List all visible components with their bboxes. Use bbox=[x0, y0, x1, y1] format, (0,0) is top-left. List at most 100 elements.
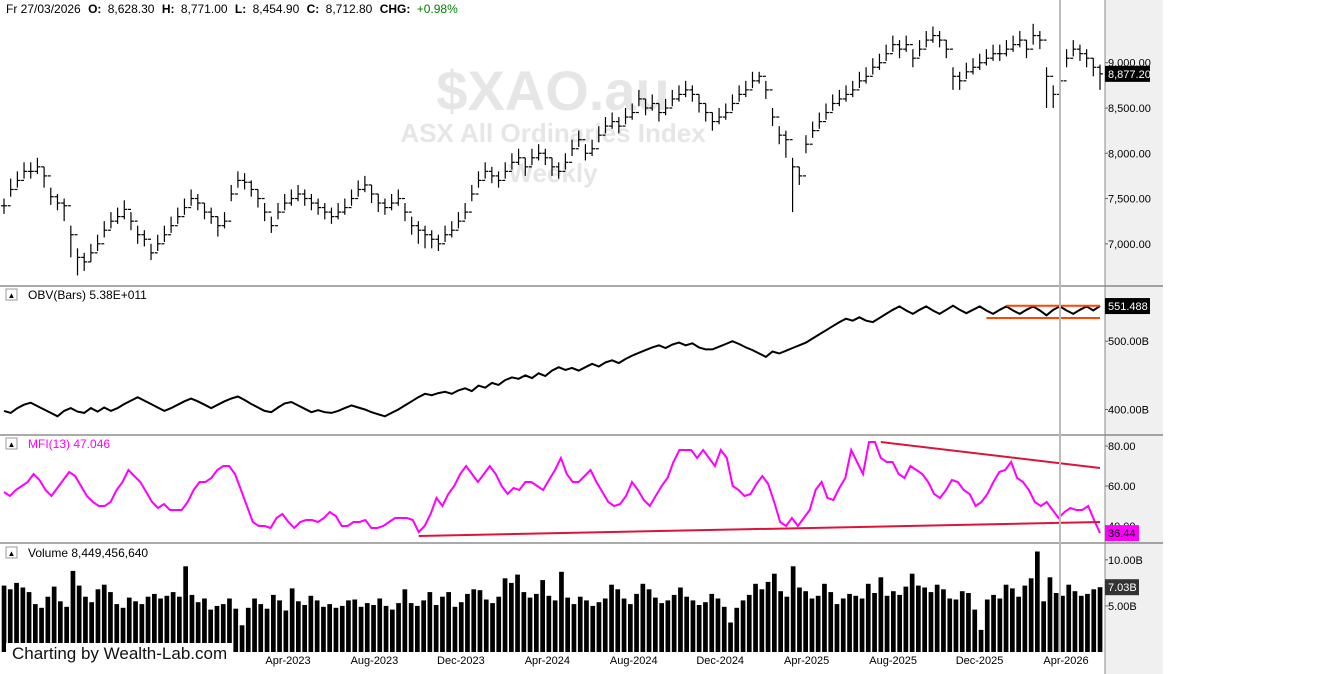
ohlc-bar bbox=[148, 238, 155, 261]
ohlc-bar bbox=[782, 130, 789, 158]
volume-bar bbox=[577, 596, 583, 652]
collapse-pane-button[interactable] bbox=[5, 437, 18, 450]
ohlc-bar bbox=[816, 112, 823, 132]
y-axis-tick-label: 400.00B bbox=[1108, 405, 1149, 417]
ohlc-bar bbox=[883, 44, 890, 64]
close-value: 8,712.80 bbox=[326, 2, 373, 16]
ohlc-bar bbox=[802, 135, 809, 177]
ohlc-bar bbox=[696, 93, 703, 113]
ohlc-bar bbox=[702, 102, 709, 122]
volume-bar bbox=[565, 597, 570, 652]
y-axis-panel bbox=[1105, 0, 1163, 674]
volume-bar bbox=[765, 581, 771, 652]
ohlc-bar bbox=[154, 234, 161, 254]
volume-bar bbox=[803, 591, 808, 652]
ohlc-bar bbox=[375, 193, 382, 213]
ohlc-bar bbox=[562, 153, 569, 172]
ohlc-bar bbox=[61, 198, 68, 222]
ohlc-bar bbox=[228, 184, 235, 222]
obv-last-badge bbox=[1105, 298, 1150, 315]
ohlc-bar bbox=[388, 194, 395, 211]
ohlc-bar bbox=[408, 211, 415, 235]
ohlc-bar bbox=[769, 89, 776, 127]
volume-bar bbox=[740, 600, 746, 652]
volume-bar bbox=[39, 607, 44, 652]
volume-bar bbox=[496, 596, 502, 652]
volume-bar bbox=[559, 571, 564, 652]
ohlc-bar bbox=[67, 205, 74, 258]
ohlc-bar bbox=[789, 139, 796, 213]
ohlc-bar bbox=[569, 139, 576, 163]
volume-bar bbox=[208, 609, 213, 652]
volume-bar bbox=[1053, 593, 1059, 652]
volume-bar bbox=[239, 625, 245, 652]
ohlc-bar bbox=[1003, 40, 1010, 57]
triangle-up-icon: ▲ bbox=[8, 549, 16, 558]
ohlc-bar bbox=[528, 148, 535, 168]
volume-bar bbox=[552, 600, 558, 652]
volume-bar bbox=[227, 598, 232, 652]
ohlc-bar bbox=[963, 62, 970, 82]
ohlc-bar bbox=[288, 189, 295, 206]
ohlc-bar bbox=[27, 162, 34, 179]
volume-bar bbox=[214, 605, 220, 652]
ohlc-bar bbox=[495, 171, 502, 188]
volume-bar bbox=[934, 584, 940, 652]
ohlc-bar bbox=[201, 202, 208, 220]
volume-bar bbox=[797, 587, 802, 652]
ohlc-bar bbox=[809, 121, 816, 145]
volume-bar bbox=[634, 593, 639, 652]
volume-bar bbox=[1085, 593, 1090, 652]
volume-bar bbox=[89, 602, 94, 652]
ohlc-bar bbox=[401, 197, 408, 222]
volume-bar bbox=[728, 622, 733, 652]
collapse-pane-button[interactable] bbox=[5, 288, 18, 301]
ohlc-bar bbox=[622, 108, 629, 127]
ohlc-bar bbox=[776, 116, 783, 145]
mfi-last-value: 36.44 bbox=[1108, 528, 1136, 540]
ohlc-bar bbox=[194, 194, 201, 211]
volume-bar bbox=[1097, 587, 1103, 652]
open-value: 8,628.30 bbox=[108, 2, 155, 16]
volume-bar bbox=[327, 604, 332, 652]
ohlc-bar bbox=[341, 198, 348, 215]
ohlc-bar bbox=[903, 35, 910, 52]
volume-bar bbox=[859, 598, 865, 652]
high-label: H: bbox=[162, 2, 175, 16]
watermark: $XAO.au ASX All Ordinaries Index Weekly bbox=[400, 59, 706, 188]
ohlc-bar bbox=[909, 44, 916, 68]
volume-bar bbox=[126, 597, 132, 652]
volume-bar bbox=[1035, 551, 1040, 652]
volume-bar bbox=[891, 591, 896, 652]
ohlc-bar bbox=[736, 85, 743, 105]
ohlc-bar bbox=[823, 103, 829, 123]
triangle-up-icon: ▲ bbox=[8, 440, 16, 449]
collapse-pane-button[interactable] bbox=[5, 546, 18, 559]
x-axis-tick-label: Dec-2024 bbox=[696, 655, 744, 667]
ohlc-bar bbox=[669, 89, 676, 109]
volume-bar bbox=[271, 594, 276, 652]
ohlc-bar bbox=[929, 26, 936, 43]
ohlc-bar bbox=[47, 175, 54, 205]
y-axis-tick-label: 10.00B bbox=[1108, 555, 1143, 567]
volume-bar bbox=[83, 596, 88, 652]
ohlc-bar bbox=[1090, 57, 1097, 77]
y-axis-tick-label: 7,500.00 bbox=[1108, 194, 1151, 206]
volume-bar bbox=[252, 598, 257, 652]
ohlc-bar bbox=[468, 184, 475, 213]
volume-bar bbox=[14, 582, 19, 652]
volume-bar bbox=[76, 585, 82, 652]
ohlc-bar bbox=[168, 216, 175, 236]
volume-bar bbox=[95, 589, 101, 652]
obv-indicator-label: OBV(Bars) 5.38E+011 bbox=[28, 288, 147, 302]
ohlc-bar bbox=[502, 162, 509, 182]
volume-bar bbox=[715, 598, 721, 652]
ohlc-bar bbox=[856, 71, 863, 91]
volume-bar bbox=[502, 578, 508, 652]
volume-bar bbox=[296, 601, 301, 652]
volume-bar bbox=[540, 580, 545, 652]
ohlc-bar bbox=[221, 212, 228, 229]
y-axis-tick-label: 8,500.00 bbox=[1108, 103, 1151, 115]
volume-bar bbox=[941, 589, 946, 652]
